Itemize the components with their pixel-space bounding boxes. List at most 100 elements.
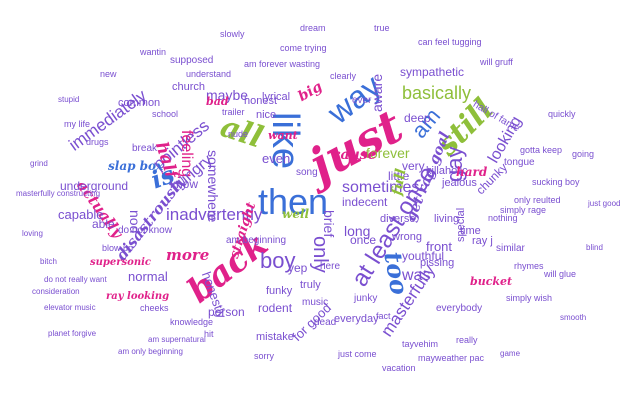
word-will-glue: will glue [544, 269, 577, 279]
word-very: very [402, 159, 425, 173]
word-indecent: indecent [342, 195, 388, 209]
word-rodent: rodent [258, 301, 293, 315]
word-cause: cause [332, 147, 377, 163]
word-wantin: wantin [140, 47, 167, 57]
word-am-supernatural: am supernatural [148, 335, 206, 344]
word-vacation: vacation [382, 363, 416, 373]
word-mistake: mistake [256, 331, 294, 343]
word-church: church [172, 81, 206, 93]
word-deep: deep [404, 111, 431, 125]
word-grind: grind [30, 159, 48, 168]
word-boy: boy [260, 248, 296, 273]
word-common: common [118, 97, 161, 109]
word-new: new [100, 69, 117, 79]
word-living: living [434, 213, 460, 225]
word-pissing: pissing [420, 257, 455, 269]
word-masterfully-constructing: masterfully constructing [16, 189, 101, 198]
word-come-trying: come trying [280, 43, 327, 53]
word-really: really [456, 335, 478, 345]
word-just-good: just good [588, 199, 621, 208]
word-truly: truly [300, 279, 321, 291]
word-nice: nice [256, 109, 277, 121]
word-hard: hard [456, 165, 488, 179]
word-my-life: my life [64, 119, 91, 129]
word-everyday: everyday [334, 313, 379, 325]
word-supposed: supposed [170, 55, 214, 66]
word-more: more [166, 246, 210, 264]
word-sorry: sorry [254, 351, 274, 361]
word-youthful: youthful [402, 249, 445, 263]
word-front: front [426, 239, 453, 254]
word-once: once [350, 233, 377, 247]
word-simply-wish: simply wish [506, 293, 553, 303]
word-planet-forgive: planet forgive [48, 329, 97, 338]
word-ray-j: ray j [472, 235, 493, 247]
word-clearly: clearly [330, 71, 357, 81]
word-everybody: everybody [436, 303, 483, 314]
word-loving: loving [22, 229, 43, 238]
word-fact: fact [376, 311, 391, 321]
word-going: going [572, 149, 595, 159]
word-ray-looking: ray looking [106, 291, 170, 302]
word-cheeks: cheeks [140, 303, 169, 313]
word-music: music [302, 297, 329, 308]
word-nude: nude [228, 129, 249, 139]
word-time: time [460, 225, 481, 237]
word-bitch: bitch [40, 257, 57, 266]
word-well: well [282, 207, 310, 221]
word-little: little [388, 169, 410, 183]
word-game: game [500, 349, 521, 358]
word-know: know [170, 177, 199, 191]
word-simply-rage: simply rage [500, 205, 547, 215]
word-elevator-music: elevator music [44, 303, 96, 312]
word-drugs: drugs [86, 137, 109, 147]
word-here: here [320, 261, 341, 272]
word-slap-box: slap box [108, 159, 164, 173]
word-inadvertently: inadvertently [166, 205, 263, 224]
word-tayvehim: tayvehim [402, 339, 439, 349]
word-diverse: diverse [380, 213, 416, 225]
word-sucking-boy: sucking boy [532, 177, 580, 187]
word-bad: bad [206, 95, 229, 108]
word-only-reulted: only reulted [514, 195, 561, 205]
word-consideration: consideration [32, 287, 80, 296]
word-honest: honest [244, 95, 278, 107]
word-true: true [374, 23, 390, 33]
word-aware: aware [369, 73, 385, 112]
word-lyrical: lyrical [262, 91, 291, 103]
word-quickly: quickly [548, 109, 576, 119]
word-sometimes: sometimes [342, 179, 420, 196]
word-even: even [262, 151, 291, 166]
word-capable: capable [58, 207, 104, 222]
word-school: school [152, 109, 179, 119]
word-big: big [295, 78, 326, 105]
word-do-not-know: do not know [118, 225, 172, 236]
word-just-come: just come [338, 349, 377, 359]
word-slowly: slowly [220, 29, 245, 39]
word-funky: funky [266, 285, 293, 297]
word-do-not-really-want: do not really want [44, 275, 107, 284]
word-knowledge: knowledge [170, 317, 214, 327]
word-able: able [92, 217, 115, 231]
word-trailer: trailer [222, 107, 245, 117]
word-yep: yep [288, 261, 308, 275]
word-gotta-keep: gotta keep [520, 145, 563, 155]
word-understand: understand [186, 69, 232, 79]
word-nothing: nothing [488, 213, 518, 223]
word-basically: basically [402, 83, 472, 103]
word-blow-up: blow up [102, 243, 134, 253]
word-dream: dream [300, 23, 326, 33]
word-can-feel-tugging: can feel tugging [418, 37, 482, 47]
word-similar: similar [496, 243, 525, 254]
word-normal: normal [128, 269, 168, 284]
word-maybe: maybe [206, 87, 249, 103]
word-brief: brief [321, 210, 337, 238]
word-rhymes: rhymes [514, 261, 544, 271]
word-am-only-beginning: am only beginning [118, 347, 183, 356]
word-bucket: bucket [470, 275, 513, 288]
word-killaholic: killaholic [426, 165, 468, 177]
word-junky: junky [354, 293, 378, 304]
word-forever: forever [366, 145, 410, 161]
word-ever: ever [352, 95, 372, 106]
